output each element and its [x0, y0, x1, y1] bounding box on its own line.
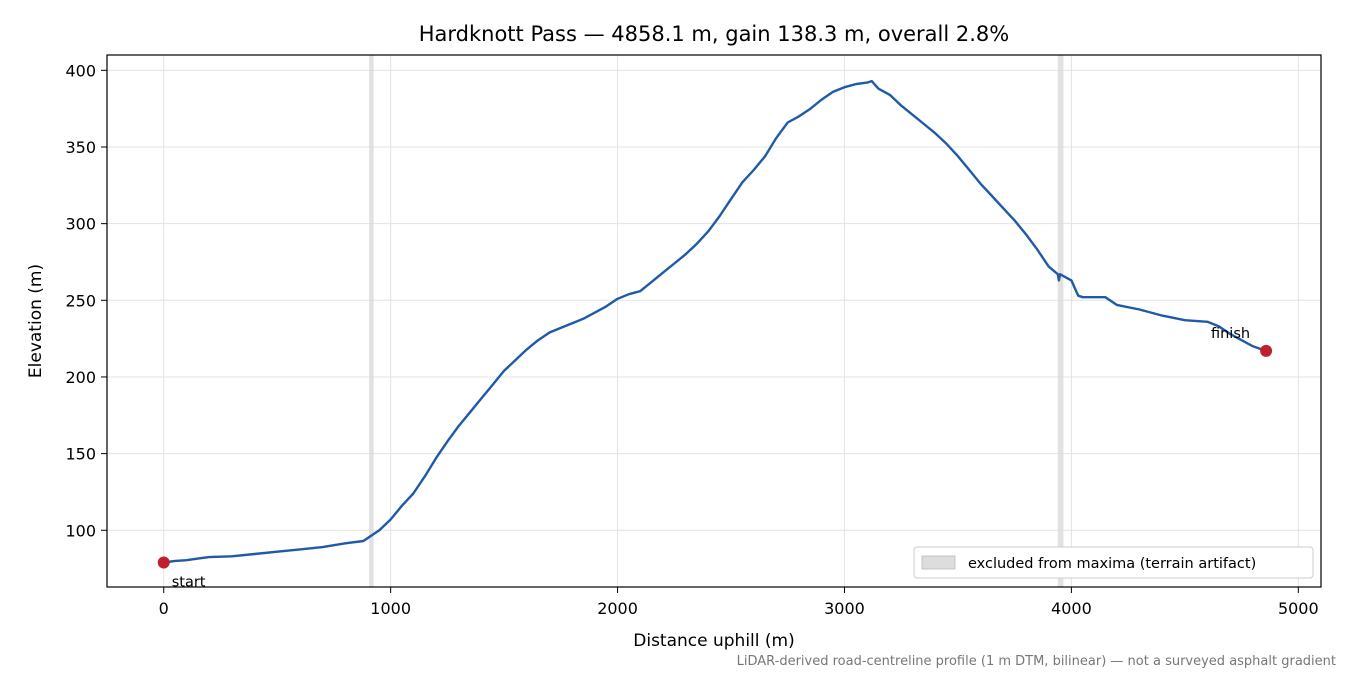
x-axis-ticks: 0 1000 2000 3000 4000 5000 — [159, 587, 1319, 618]
legend-swatch — [921, 555, 956, 570]
x-axis-title: Distance uphill (m) — [633, 631, 794, 651]
finish-label: finish — [1211, 326, 1250, 342]
start-label: start — [172, 574, 206, 590]
x-tick-label: 2000 — [597, 599, 638, 618]
y-tick-label: 100 — [65, 521, 96, 540]
excluded-regions — [369, 55, 1064, 587]
y-axis-title: Elevation (m) — [26, 264, 46, 378]
y-tick-label: 150 — [65, 445, 96, 464]
x-tick-label: 3000 — [824, 599, 865, 618]
y-tick-label: 350 — [65, 138, 96, 157]
y-axis-ticks: 100 150 200 250 300 350 400 — [65, 61, 107, 540]
footer-note: LiDAR-derived road-centreline profile (1… — [737, 654, 1336, 669]
x-tick-label: 5000 — [1278, 599, 1319, 618]
endpoint-marker — [1260, 344, 1273, 357]
legend-box — [913, 546, 1314, 579]
x-tick-label: 1000 — [370, 599, 411, 618]
elevation-line — [162, 79, 1268, 564]
excluded-region — [1057, 55, 1064, 587]
grid-lines — [107, 55, 1321, 587]
legend: excluded from maxima (terrain artifact) — [913, 546, 1314, 579]
plot-frame — [106, 54, 1322, 588]
excluded-region — [369, 55, 374, 587]
series-layer — [162, 79, 1268, 564]
legend-label: excluded from maxima (terrain artifact) — [968, 556, 1256, 572]
y-tick-label: 200 — [65, 368, 96, 387]
chart-title: Hardknott Pass — 4858.1 m, gain 138.3 m,… — [419, 22, 1010, 46]
endpoint-marker — [157, 556, 170, 569]
plot-area: start finish — [106, 54, 1322, 590]
x-tick-label: 0 — [159, 599, 169, 618]
y-tick-label: 300 — [65, 215, 96, 234]
y-tick-label: 400 — [65, 61, 96, 80]
y-tick-label: 250 — [65, 291, 96, 310]
x-tick-label: 4000 — [1051, 599, 1092, 618]
